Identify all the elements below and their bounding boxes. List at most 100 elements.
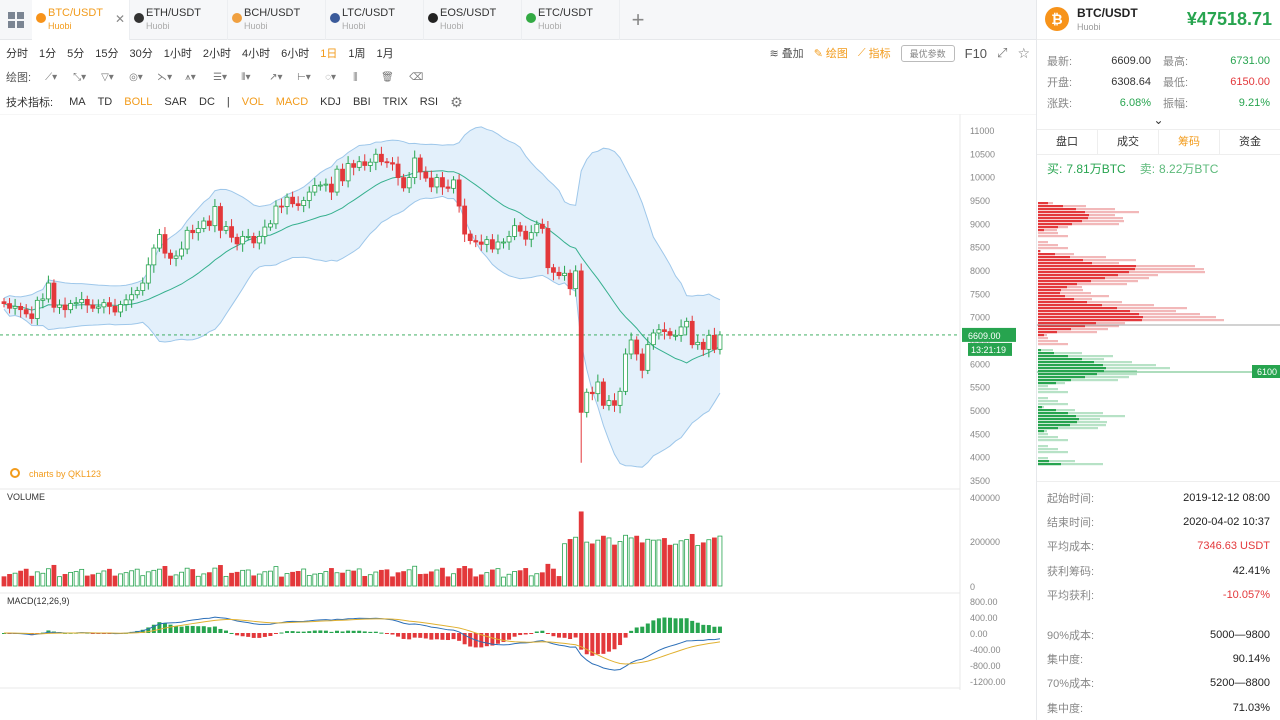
indicator-trix[interactable]: TRIX [382,96,408,108]
chip-bar [1038,316,1143,319]
close-icon[interactable]: ✕ [114,12,125,26]
period-button[interactable]: 6小时 [281,48,310,60]
candle-body [512,225,517,237]
price-chart[interactable]: 11000 10500 10000 9500 9000 8500 8000 7500 7000 6… [0,114,1036,690]
fullscreen-icon[interactable]: ⤢ [997,45,1008,60]
candle-body [612,400,617,406]
bars-tool-icon[interactable]: ⫼ [353,71,358,83]
panel-tab[interactable]: 资金 [1239,136,1261,148]
macd-histogram-bar [290,631,295,633]
tab-eth-usdt[interactable]: ETH/USDT Huobi [130,0,228,40]
arrow-tool-icon[interactable]: ↗▾ [269,71,283,83]
candle-body [345,163,351,182]
indicator-sar[interactable]: SAR [164,96,187,108]
period-button[interactable]: 分时 [6,48,28,60]
indicator-ma[interactable]: MA [69,96,86,108]
candle-body [362,161,368,166]
line-tool-icon[interactable]: ⟋▾ [45,71,58,83]
indicator-vol[interactable]: VOL [241,96,264,108]
period-button[interactable]: 2小时 [202,48,231,60]
price-tick-label: 3500 [970,476,990,486]
f10-button[interactable]: F10 [964,45,988,61]
draw-button[interactable]: ✎ 绘图 [814,45,848,61]
pattern-tool-icon[interactable]: ⩚▾ [185,71,196,83]
volume-bar [467,568,473,587]
overlay-button[interactable]: ≋ 叠加 [769,45,803,61]
period-button[interactable]: 15分 [95,48,119,60]
candle-body [639,353,645,371]
macd-histogram-bar [196,626,201,633]
indicator-kdj[interactable]: KDJ [320,96,341,108]
volume-bar [406,569,412,587]
panel-tab[interactable]: 筹码 [1159,130,1220,154]
volume-bar [451,573,456,587]
macd-histogram-bar [346,630,351,633]
circle-tool-icon[interactable]: ◎▾ [129,71,143,83]
chip-bar [1038,364,1103,367]
tab-bch-usdt[interactable]: BCH/USDT Huobi [228,0,326,40]
indicator-button[interactable]: ⟋ 指标 [858,45,891,61]
zigzag-tool-icon[interactable]: ⋋▾ [157,71,173,83]
volume-bar [256,573,262,587]
candle-body [218,206,223,231]
indicator-dc[interactable]: DC [199,96,215,108]
chevron-down-icon[interactable]: ⌄ [1153,113,1164,127]
indicator-rsi[interactable]: RSI [419,96,439,108]
note-tool-icon[interactable]: ◌▾ [325,71,337,83]
period-button[interactable]: 4小时 [242,48,271,60]
indicator-td[interactable]: TD [97,96,113,108]
countdown-tag [968,342,1012,356]
volume-bar [251,575,257,587]
chip-bar-bg [1038,433,1048,436]
tab-eos-usdt[interactable]: EOS/USDT Huobi [424,0,522,40]
grid-menu-icon[interactable] [0,0,32,40]
layers-icon: ≋ [769,47,779,60]
indicator-boll[interactable]: BOLL [124,96,153,108]
gann-tool-icon[interactable]: ⦀▾ [241,71,251,83]
macd-histogram-bar [357,630,362,633]
measure-tool-icon[interactable]: ⊢▾ [297,71,311,83]
ray-tool-icon[interactable]: ⤡▾ [73,71,87,83]
indicator-bbi[interactable]: BBI [352,96,371,108]
buy-sell-summary: 买: 7.81万BTC 卖: 8.22万BTC [1037,155,1280,181]
concentration-row: 集中度: 90.14% [1037,647,1280,671]
period-button[interactable]: 1分 [39,48,57,60]
candle-body [456,179,462,207]
candle-body [662,329,667,333]
chip-bar-bg [1038,340,1058,343]
volume-bar [678,540,684,587]
macd-histogram-bar [462,633,467,645]
candle-body [573,270,579,290]
volume-bar [51,564,57,587]
optimal-params-button[interactable]: 最优参数 [900,44,955,62]
star-icon[interactable]: ☆ [1017,44,1030,61]
period-button[interactable]: 1月 [376,48,394,60]
tab-etc-usdt[interactable]: ETC/USDT Huobi [522,0,620,40]
bitcoin-icon: ₿ [1045,7,1069,31]
volume-bar [506,573,512,587]
fib-tool-icon[interactable]: ☰▾ [213,71,228,83]
chip-bar [1038,331,1057,334]
candle-body [101,302,107,308]
channel-tool-icon[interactable]: ▽▾ [101,71,114,83]
trash-icon[interactable]: 🗑 [381,71,394,83]
indicator-macd[interactable]: MACD [275,96,309,108]
tab-ltc-usdt[interactable]: LTC/USDT Huobi [326,0,424,40]
gear-icon[interactable]: ⚙ [450,93,463,110]
panel-tab[interactable]: 成交 [1098,130,1159,154]
period-button[interactable]: 1周 [348,48,366,60]
eraser-icon[interactable]: ⌫ [409,71,424,83]
period-button[interactable]: 1日 [320,48,338,60]
panel-tab[interactable]: 盘口 [1037,130,1098,154]
period-button[interactable]: 5分 [67,48,85,60]
period-button[interactable]: 1小时 [163,48,192,60]
tab-pair: ETC/USDT [538,7,593,19]
coin-icon [330,13,340,23]
period-button[interactable]: 30分 [129,48,153,60]
tab-btc-usdt[interactable]: BTC/USDT Huobi ✕ [32,0,130,40]
volume-bar [312,573,318,587]
macd-histogram-bar [523,633,528,635]
coin-icon [232,13,242,23]
candle-body [107,302,112,307]
add-tab-button[interactable]: + [631,7,645,32]
